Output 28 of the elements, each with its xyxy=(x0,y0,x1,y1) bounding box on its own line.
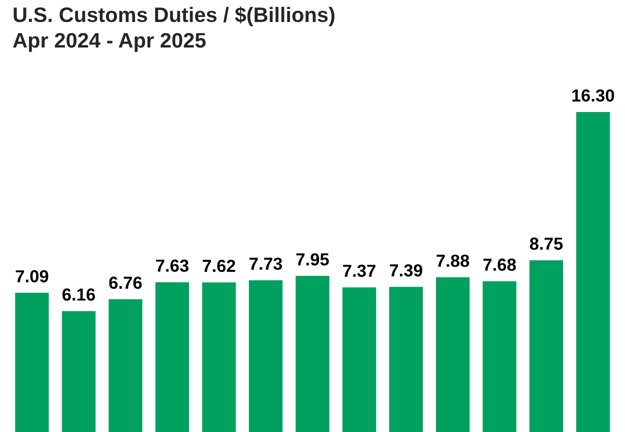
data-label: 7.88 xyxy=(436,254,470,267)
bar xyxy=(296,276,330,432)
bar xyxy=(15,292,49,432)
bar xyxy=(155,282,190,432)
bar xyxy=(529,260,564,432)
data-label: 7.39 xyxy=(390,264,422,277)
bar xyxy=(62,311,96,432)
bar xyxy=(342,287,376,432)
data-label: 7.95 xyxy=(296,253,329,266)
bar xyxy=(436,277,470,432)
data-label: 7.73 xyxy=(250,258,282,270)
chart-subtitle: Apr 2024 - Apr 2025 xyxy=(13,32,206,52)
chart-title: U.S. Customs Duties / $(Billions) xyxy=(14,6,334,26)
data-label: 7.68 xyxy=(483,258,516,271)
data-label: 7.62 xyxy=(202,260,236,272)
data-label: 16.30 xyxy=(572,89,614,102)
data-label: 7.09 xyxy=(16,270,48,282)
bar xyxy=(576,112,610,432)
data-label: 6.16 xyxy=(62,288,95,301)
data-label: 7.37 xyxy=(343,264,376,277)
bar xyxy=(108,299,142,432)
data-label: 8.75 xyxy=(530,238,563,250)
bar xyxy=(202,282,236,432)
bar xyxy=(482,281,516,432)
bar xyxy=(248,280,283,432)
data-label: 7.63 xyxy=(156,260,188,272)
bar xyxy=(389,286,423,432)
data-label: 6.76 xyxy=(109,276,142,289)
